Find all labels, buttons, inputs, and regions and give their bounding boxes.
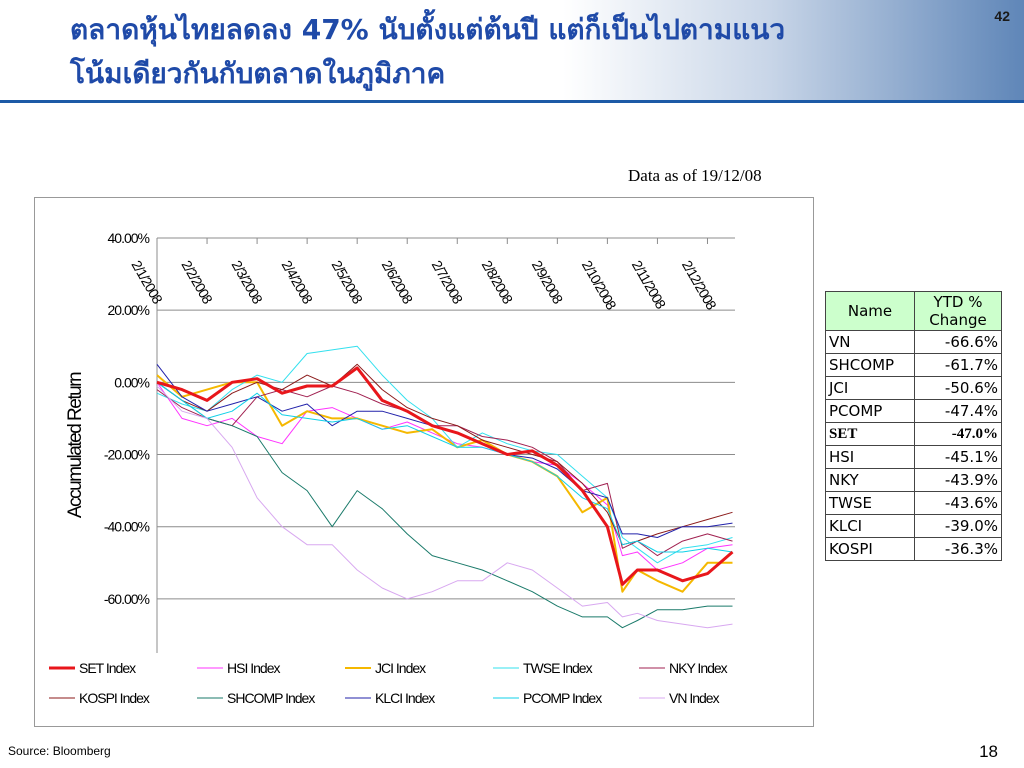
table-cell-value: -50.6% xyxy=(914,376,1002,400)
series-line-klci-index xyxy=(156,363,733,538)
y-tick-label: 20.00% xyxy=(108,302,150,318)
table-cell-name: KOSPI xyxy=(825,537,915,561)
ytd-change-table: Name YTD % Change VN -66.6% SHCOMP -61.7% JC… xyxy=(825,291,1002,561)
legend-label: SET Index xyxy=(79,660,136,676)
y-axis-title: Accumulated Return xyxy=(65,372,86,518)
header-band xyxy=(0,0,1024,102)
legend-label: KLCI Index xyxy=(375,690,435,706)
table-row: SET -47.0% xyxy=(825,422,1002,446)
y-tick-label: 40.00% xyxy=(108,230,150,246)
table-row: HSI -45.1% xyxy=(825,445,1002,469)
table-cell-value: -36.3% xyxy=(914,537,1002,561)
x-tick-label: 2/8/2008 xyxy=(479,258,517,307)
x-tick-label: 2/9/2008 xyxy=(529,258,567,307)
table-cell-value: -43.9% xyxy=(914,468,1002,492)
series-line-pcomp-index xyxy=(156,381,733,553)
x-tick-label: 2/2/2008 xyxy=(178,258,216,307)
legend-label: HSI Index xyxy=(227,660,280,676)
chart-svg: 40.00% 20.00% 0.00% -20.00% -40.00% -60.00% 2/… xyxy=(49,230,735,706)
table-cell-value: -66.6% xyxy=(914,330,1002,354)
series-line-hsi-index xyxy=(156,382,733,571)
y-tick-label: -40.00% xyxy=(104,519,150,535)
table-row: KOSPI -36.3% xyxy=(825,537,1002,561)
x-tick-label: 2/10/2008 xyxy=(579,258,620,313)
table-cell-value: -45.1% xyxy=(914,445,1002,469)
table-cell-name: TWSE xyxy=(825,491,915,515)
table-row: TWSE -43.6% xyxy=(825,491,1002,515)
table-body: VN -66.6% SHCOMP -61.7% JCI -50.6% PCOMP -47.4%… xyxy=(825,330,1002,561)
legend-label: SHCOMP Index xyxy=(227,690,315,706)
legend-label: TWSE Index xyxy=(523,660,593,676)
column-header-name: Name xyxy=(825,291,915,331)
table-cell-value: -47.4% xyxy=(914,399,1002,423)
legend-label: KOSPI Index xyxy=(79,690,150,706)
x-tick-label: 2/12/2008 xyxy=(679,258,720,313)
data-as-of-note: Data as of 19/12/08 xyxy=(628,166,762,185)
table-row: PCOMP -47.4% xyxy=(825,399,1002,423)
x-tick-label: 2/7/2008 xyxy=(429,258,467,307)
x-tick-label: 2/4/2008 xyxy=(279,258,317,307)
x-tick-label: 2/5/2008 xyxy=(329,258,367,307)
series-line-set-index xyxy=(156,366,734,586)
table-cell-name: VN xyxy=(825,330,915,354)
table-row: VN -66.6% xyxy=(825,330,1002,354)
table-cell-name: HSI xyxy=(825,445,915,469)
table-cell-name: JCI xyxy=(825,376,915,400)
slide-number: 18 xyxy=(979,742,998,761)
x-tick-label: 2/3/2008 xyxy=(228,258,266,307)
table-row: SHCOMP -61.7% xyxy=(825,353,1002,377)
table-header-row: Name YTD % Change xyxy=(825,291,1002,331)
table-cell-name: PCOMP xyxy=(825,399,915,423)
table-cell-value: -43.6% xyxy=(914,491,1002,515)
column-header-ytd: YTD % Change xyxy=(914,291,1002,331)
table-cell-name: KLCI xyxy=(825,514,915,538)
table-row: KLCI -39.0% xyxy=(825,514,1002,538)
series-line-vn-index xyxy=(156,385,733,629)
line-chart: 40.00% 20.00% 0.00% -20.00% -40.00% -60.00% 2/… xyxy=(34,197,814,727)
y-tick-label: -60.00% xyxy=(104,591,150,607)
x-tick-label: 2/11/2008 xyxy=(629,258,670,312)
slide-title: ตลาดหุ้นไทยลดลง 47% นับตั้งแต่ต้นปี แต่ก… xyxy=(70,13,786,90)
table-cell-value: -39.0% xyxy=(914,514,1002,538)
source-note: Source: Bloomberg xyxy=(8,744,111,758)
header-rule xyxy=(0,100,1024,103)
y-tick-label: 0.00% xyxy=(114,374,149,390)
table-cell-name: SET xyxy=(825,422,915,446)
table-cell-name: SHCOMP xyxy=(825,353,915,377)
legend-label: JCI Index xyxy=(375,660,426,676)
table-cell-value: -61.7% xyxy=(914,353,1002,377)
legend-label: VN Index xyxy=(669,690,720,706)
x-tick-label: 2/6/2008 xyxy=(379,258,417,307)
table-row: NKY -43.9% xyxy=(825,468,1002,492)
table-row: JCI -50.6% xyxy=(825,376,1002,400)
legend-label: NKY Index xyxy=(669,660,728,676)
table-cell-name: NKY xyxy=(825,468,915,492)
series-line-shcomp-index xyxy=(156,381,733,629)
legend-label: PCOMP Index xyxy=(523,690,602,706)
y-tick-label: -20.00% xyxy=(104,447,150,463)
x-tick-label: 2/1/2008 xyxy=(128,258,166,307)
table-cell-value: -47.0% xyxy=(914,422,1002,446)
page-code: 42 xyxy=(994,8,1010,24)
